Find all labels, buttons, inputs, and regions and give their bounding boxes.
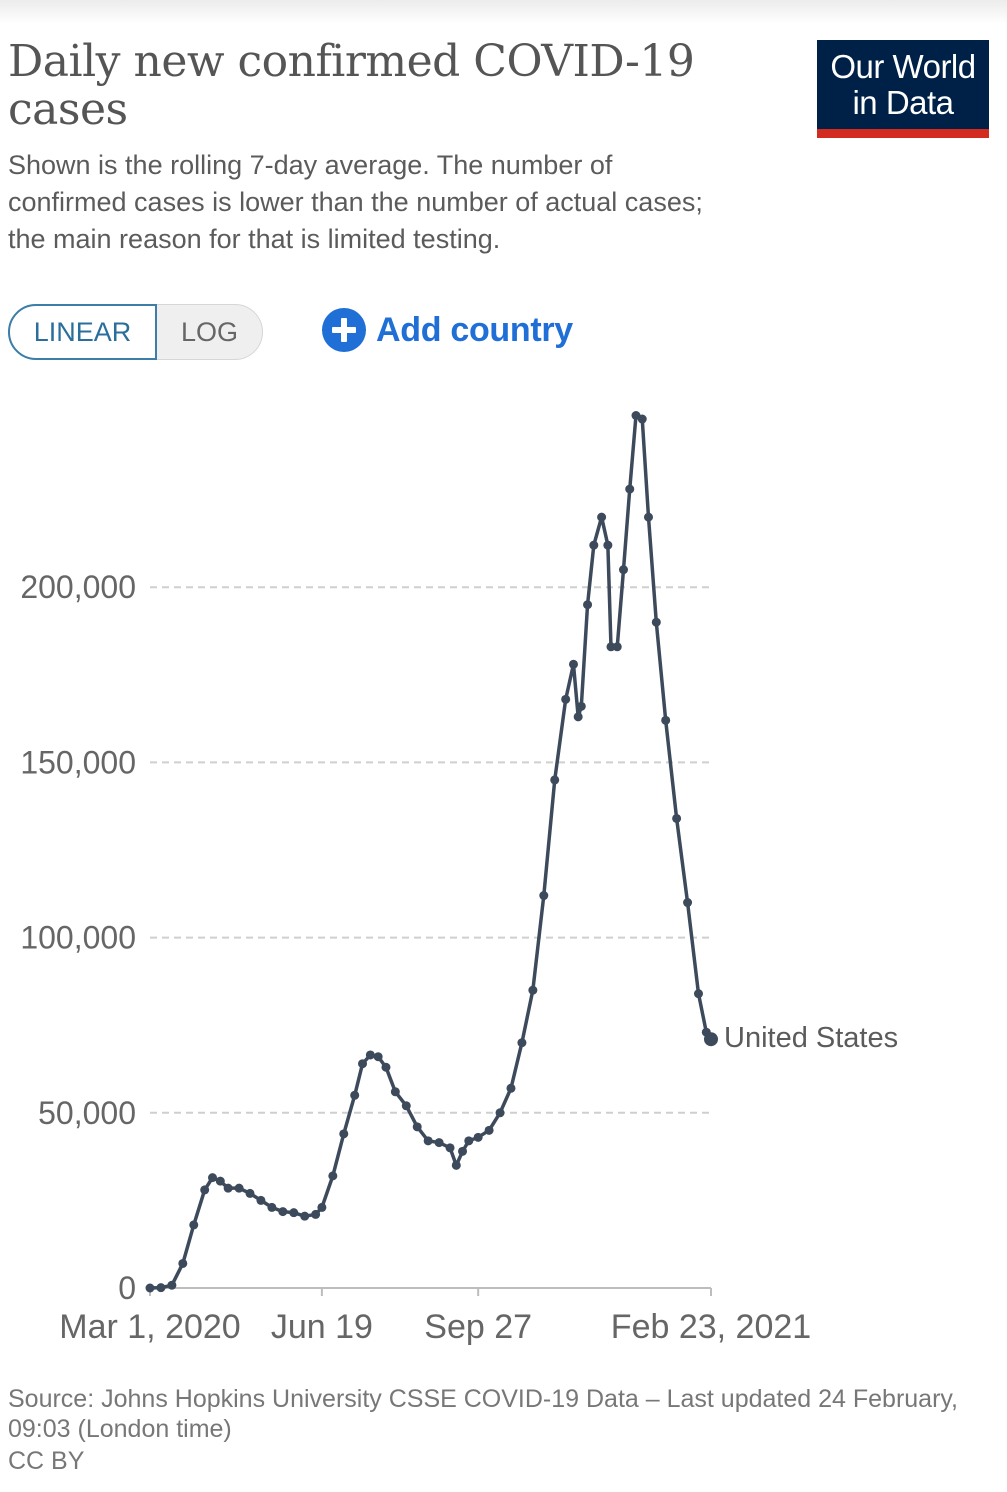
log-scale-button[interactable]: LOG [180,316,239,347]
data-point [223,1183,233,1193]
source-note: Source: Johns Hopkins University CSSE CO… [8,1385,958,1443]
data-point [339,1129,349,1139]
data-point [458,1146,468,1156]
data-point [597,512,607,522]
data-point [289,1208,299,1218]
data-point [637,414,647,424]
data-point [423,1136,433,1146]
data-point [661,715,671,725]
plus-circle-icon [322,308,366,352]
scale-toggle: LINEAR LOG [8,304,263,360]
data-point [568,659,578,669]
data-point [328,1171,338,1181]
data-point [234,1183,244,1193]
data-point [317,1202,327,1212]
data-point [517,1038,527,1048]
data-point [643,512,653,522]
data-point [528,985,538,995]
data-point [603,540,613,550]
logo-line-2: in Data [852,83,954,121]
data-point [350,1090,360,1100]
data-point [606,642,616,652]
series-label: United States [724,1022,898,1054]
data-point [200,1185,210,1195]
data-point [464,1136,474,1146]
series-line [149,413,713,1290]
x-tick-label: Mar 1, 2020 [59,1308,240,1346]
data-point [651,617,661,627]
data-point [401,1101,411,1111]
y-tick-label: 0 [118,1270,136,1306]
data-point [245,1188,255,1198]
data-point [189,1220,199,1230]
data-point [215,1176,225,1186]
x-tick-label: Jun 19 [271,1308,373,1346]
data-point [693,989,703,999]
x-tick-label: Sep 27 [424,1308,532,1346]
top-shadow [0,0,1007,24]
chart-subtitle: Shown is the rolling 7-day average. The … [8,150,703,254]
data-point [434,1138,444,1148]
data-point [267,1202,277,1212]
y-tick-label: 200,000 [20,569,136,605]
data-point [539,891,549,901]
chart-title: Daily new confirmed COVID-19 cases [8,36,695,135]
data-point [412,1122,422,1132]
data-point [561,694,571,704]
linear-scale-button[interactable]: LINEAR [8,304,157,360]
add-country-button[interactable]: Add country [322,307,573,353]
data-point [167,1280,177,1290]
line-chart: 0 50,000 100,000 150,000 200,000 Mar 1, 2020 J… [20,411,898,1346]
data-point [300,1211,310,1221]
data-point [178,1258,188,1268]
y-tick-label: 150,000 [20,744,136,780]
data-point [365,1050,375,1060]
owid-logo[interactable]: Our World in Data [817,40,989,138]
data-point [473,1132,483,1142]
data-point [311,1209,321,1219]
add-country-label: Add country [376,310,573,349]
data-point [573,712,583,722]
license-link[interactable]: CC BY [8,1447,85,1475]
data-point [583,600,593,610]
data-point [381,1062,391,1072]
data-point [683,898,693,908]
data-point [612,642,622,652]
data-point [256,1195,266,1205]
data-point [506,1083,516,1093]
data-point [618,565,628,575]
y-tick-label: 50,000 [38,1095,136,1131]
data-point [145,1283,155,1293]
x-tick-label: Feb 23, 2021 [611,1308,811,1346]
data-point [358,1059,368,1069]
y-tick-label: 100,000 [20,920,136,956]
data-point [156,1283,166,1293]
data-point [208,1173,218,1183]
data-point [576,701,586,711]
data-point [495,1108,505,1118]
data-point [704,1032,718,1047]
data-point [445,1143,455,1153]
data-point [278,1207,288,1217]
data-point [625,484,635,494]
data-point [373,1052,383,1062]
data-point [451,1160,461,1170]
logo-line-1: Our World [830,47,976,85]
data-point [484,1125,494,1135]
data-point [550,775,560,785]
data-point [589,540,599,550]
data-point [390,1087,400,1097]
data-point [672,813,682,823]
